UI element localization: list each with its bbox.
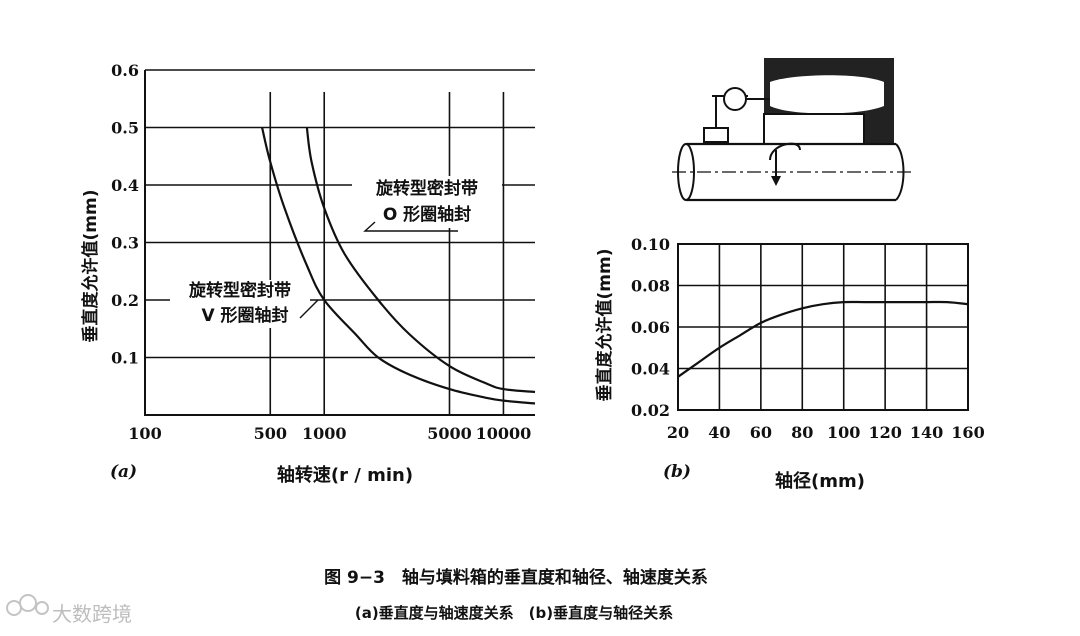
chart-b-y-tick-label: 0.04 (631, 360, 670, 379)
annotation-o-ring-line2: O 形圈轴封 (383, 204, 471, 225)
chart-a-y-tick-label: 0.6 (111, 61, 139, 80)
annotation-v-ring-leader (299, 299, 319, 319)
dial-indicator (703, 87, 770, 143)
chart-b-frame (677, 243, 969, 411)
chart-a-y-tick-label: 0.1 (111, 349, 139, 368)
chart-b-y-tick-label: 0.10 (631, 235, 670, 254)
chart-b-x-axis-label: 轴径(mm) (775, 470, 865, 492)
chart-b-x-tick-label: 40 (708, 423, 730, 442)
chart-b-panel-label: (b) (663, 462, 691, 482)
chart-b-grid (677, 243, 969, 411)
watermark-logo: 大数跨境 (6, 594, 132, 626)
annotation-v-ring-line2: V 形圈轴封 (201, 305, 288, 326)
shaft (672, 142, 912, 202)
chart-a: 0.1 0.2 0.3 0.4 0.5 0.6 100 500 1000 5000 10000 垂直… (80, 61, 536, 486)
chart-b-series-line-1 (677, 300, 969, 378)
annotation-v-ring: 旋转型密封带 V 形圈轴封 (170, 280, 319, 328)
chart-b-y-axis-label: 垂直度允许值(mm) (594, 249, 615, 402)
chart-a-grid (144, 69, 535, 416)
chart-b: 0.02 0.04 0.06 0.08 0.10 20 40 60 80 100 120 140 160… (594, 235, 985, 492)
chart-b-series (677, 300, 969, 378)
chart-a-y-tick-label: 0.3 (111, 234, 139, 253)
chart-a-y-tick-label: 0.5 (111, 119, 139, 138)
chart-a-tick-labels: 0.1 0.2 0.3 0.4 0.5 0.6 100 500 1000 5000 10000 (111, 61, 531, 443)
chart-a-y-tick-label: 0.2 (111, 291, 139, 310)
chart-a-y-tick-label: 0.4 (111, 176, 139, 195)
figure-subcaption: (a)垂直度与轴速度关系 (b)垂直度与轴径关系 (355, 604, 673, 622)
chart-a-panel-label: (a) (110, 462, 137, 482)
rotation-arrow-icon (769, 142, 801, 186)
chart-a-x-axis-label: 轴转速(r / min) (277, 464, 413, 486)
packing-box-housing (763, 58, 894, 145)
chart-b-x-tick-label: 120 (868, 423, 901, 442)
chart-b-y-tick-label: 0.08 (631, 277, 670, 296)
shaft-gland-diagram (672, 58, 912, 202)
chart-b-tick-labels: 0.02 0.04 0.06 0.08 0.10 20 40 60 80 100 120 140 160 (631, 235, 985, 442)
annotation-o-ring-leader (363, 221, 458, 232)
chart-b-x-tick-label: 140 (910, 423, 943, 442)
annotation-v-ring-line1: 旋转型密封带 (188, 280, 291, 301)
chart-a-x-tick-label: 500 (254, 424, 287, 443)
annotation-o-ring: 旋转型密封带 O 形圈轴封 (352, 176, 502, 232)
watermark-text: 大数跨境 (52, 602, 132, 626)
chart-a-series-line-2 (305, 127, 536, 394)
chart-b-x-tick-label: 80 (791, 423, 813, 442)
chart-a-x-tick-label: 5000 (427, 424, 472, 443)
chart-b-x-tick-label: 160 (951, 423, 984, 442)
annotation-o-ring-line1: 旋转型密封带 (375, 178, 478, 199)
figure-caption: 图 9−3 轴与填料箱的垂直度和轴径、轴速度关系 (324, 567, 708, 588)
chart-b-y-tick-label: 0.02 (631, 401, 670, 420)
chart-a-x-tick-label: 100 (128, 424, 161, 443)
chart-a-y-axis-label: 垂直度允许值(mm) (80, 190, 101, 343)
chart-a-series-line-1 (261, 127, 536, 405)
chart-b-x-tick-label: 100 (827, 423, 860, 442)
chart-a-series (261, 127, 536, 405)
chart-a-x-tick-label: 1000 (302, 424, 347, 443)
chart-b-x-tick-label: 60 (750, 423, 772, 442)
chart-a-x-tick-label: 10000 (476, 424, 532, 443)
chart-b-x-tick-label: 20 (667, 423, 689, 442)
chart-b-y-tick-label: 0.06 (631, 318, 670, 337)
